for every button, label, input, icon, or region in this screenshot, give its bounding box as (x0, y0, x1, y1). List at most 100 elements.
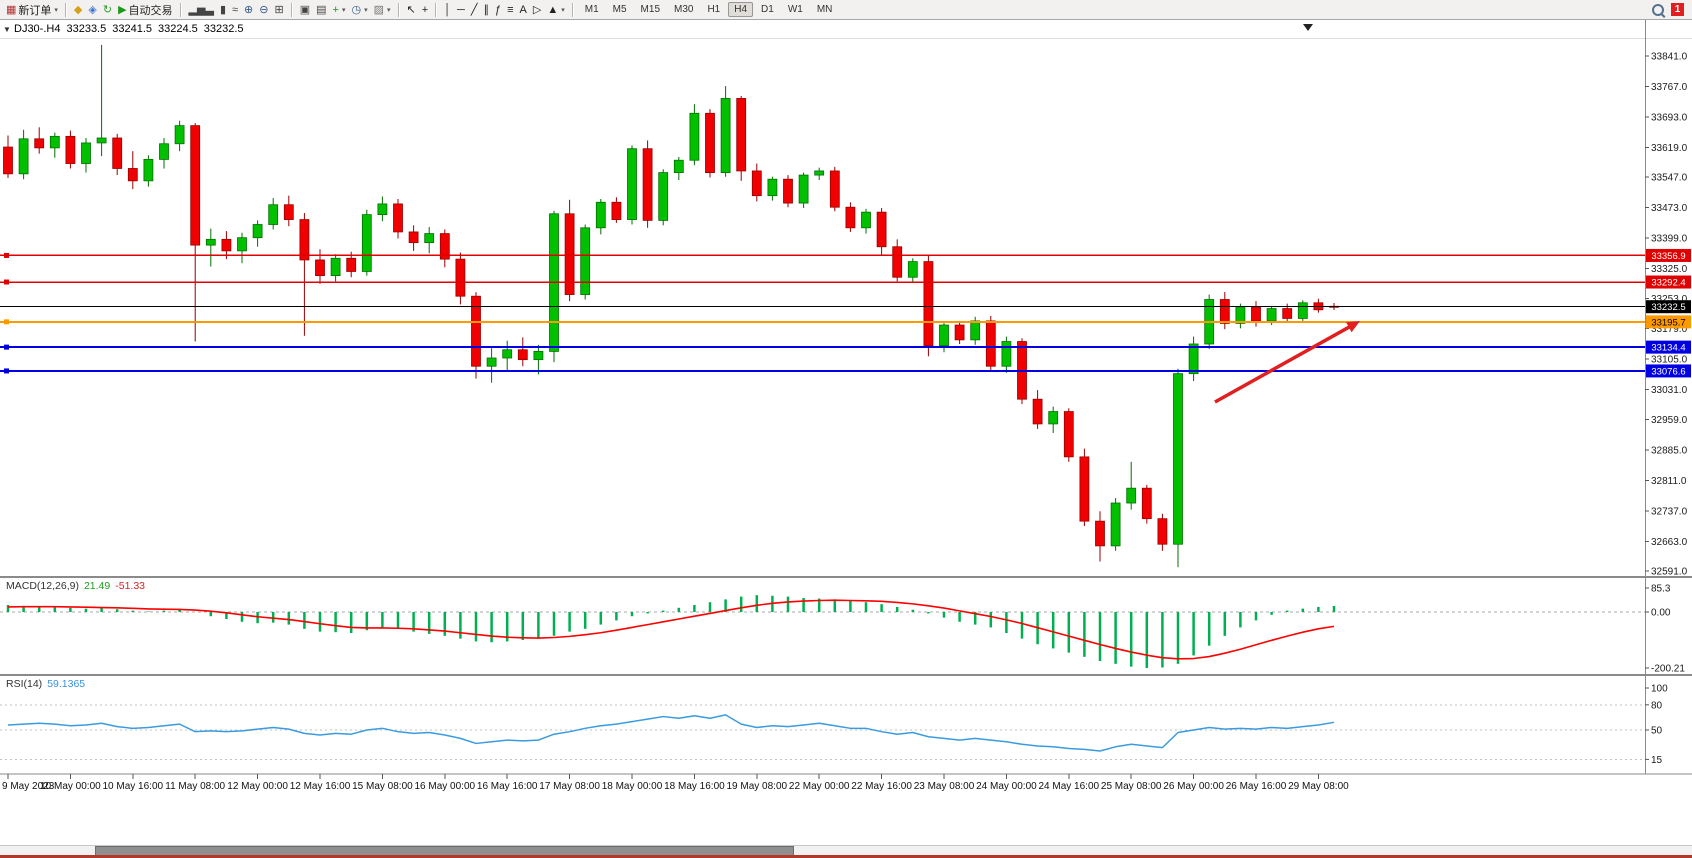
candle (1095, 511, 1105, 562)
svg-text:33356.9: 33356.9 (1651, 251, 1685, 262)
timeframe-m15-button[interactable]: M15 (640, 4, 660, 15)
horizontal-line-button[interactable]: ─ (454, 2, 468, 18)
vertical-line-button[interactable]: │ (441, 2, 454, 18)
macd-panel: 85.3 0.00 -200.21 (0, 584, 1685, 675)
line-handle[interactable] (4, 368, 9, 374)
toolbar: ▦ 新订单 ▾ ◆ ◈ ↻ ▶ 自动交易 ▂▅▃ ▮ ≈ ⊕ ⊖ ⊞ ▣ ▤ + ▾ ◷ ▾ ▨ ▾ ↖ + │ ─ ╱ ∥ ƒ ≡ A ▷ ▲… (0, 0, 1692, 20)
indicators-icon: + (332, 3, 339, 16)
trendline-button[interactable]: ╱ (468, 2, 481, 18)
fibonacci-button[interactable]: ƒ (492, 2, 504, 18)
candle (861, 208, 871, 234)
candle (1157, 513, 1168, 551)
candle (798, 172, 809, 209)
rsi-panel: 100 80 50 15 (0, 684, 1668, 766)
timeframe-w1-button[interactable]: W1 (787, 4, 803, 15)
label-button[interactable]: ▷ (530, 2, 544, 18)
chevron-down-icon: ▾ (387, 6, 391, 14)
shapes-icon: ▲ (547, 3, 559, 16)
macd-main-value: 21.49 (83, 580, 111, 592)
bar-chart-icon: ▂▅▃ (188, 3, 214, 16)
zoom-out-button[interactable]: ⊖ (256, 2, 271, 18)
candle (658, 169, 669, 226)
arrange-windows-icon: ▣ (299, 3, 311, 16)
timeframe-h4-button[interactable]: H4 (728, 2, 754, 17)
timeframe-h1-button[interactable]: H1 (707, 4, 721, 15)
crosshair-button[interactable]: + (419, 2, 431, 18)
indicators-button[interactable]: + ▾ (330, 2, 349, 18)
search-icon[interactable] (1652, 3, 1664, 16)
macd-signal-line (7, 599, 1335, 660)
collapse-chart-icon[interactable]: ▼ (3, 25, 11, 34)
svg-text:22 May 16:00: 22 May 16:00 (851, 781, 912, 792)
cursor-icon: ↖ (406, 3, 416, 16)
scroll-to-end-icon[interactable] (1303, 24, 1313, 31)
svg-text:50: 50 (1651, 726, 1663, 737)
new-order-button[interactable]: ▦ 新订单 ▾ (3, 2, 61, 18)
candle (96, 44, 107, 157)
templates-button[interactable]: ▨ ▾ (371, 2, 394, 18)
candle (237, 232, 247, 264)
candle (876, 208, 887, 256)
line-chart-button[interactable]: ≈ (229, 2, 241, 18)
line-handle[interactable] (4, 344, 9, 350)
zoom-out-icon: ⊖ (259, 3, 269, 16)
cascade-windows-button[interactable]: ▤ (313, 2, 329, 18)
candle (533, 344, 544, 375)
candle (1063, 408, 1074, 462)
svg-text:32885.0: 32885.0 (1651, 445, 1688, 456)
channel-button[interactable]: ∥ (480, 2, 492, 18)
arrow-annotation[interactable] (1214, 321, 1360, 404)
market-watch-button[interactable]: ◈ (85, 2, 99, 18)
candle (283, 195, 294, 227)
chevron-down-icon: ▾ (561, 6, 565, 14)
text-button[interactable]: A (517, 2, 530, 18)
line-handle[interactable] (4, 252, 9, 258)
toolbar-separator (290, 2, 293, 17)
candle (330, 254, 341, 282)
candle (1297, 300, 1308, 321)
timeframe-m30-button[interactable]: M30 (674, 4, 694, 15)
svg-text:26 May 00:00: 26 May 00:00 (1163, 781, 1224, 792)
candlestick-chart-button[interactable]: ▮ (217, 2, 229, 18)
candle (486, 348, 497, 383)
svg-text:33841.0: 33841.0 (1651, 52, 1688, 63)
timeframe-m5-button[interactable]: M5 (612, 4, 627, 15)
line-handle[interactable] (4, 319, 9, 325)
svg-text:33076.6: 33076.6 (1651, 366, 1685, 377)
candle (720, 86, 731, 177)
timeframe-mn-button[interactable]: MN (816, 4, 833, 15)
price-level-badge (1646, 248, 1691, 262)
svg-text:32811.0: 32811.0 (1651, 476, 1687, 487)
candle (517, 337, 528, 367)
candle (1141, 484, 1152, 524)
line-handle[interactable] (4, 279, 9, 285)
periods-button[interactable]: ◷ ▾ (348, 2, 370, 18)
arrange-windows-button[interactable]: ▣ (297, 2, 313, 18)
tile-windows-button[interactable]: ⊞ (271, 2, 286, 18)
fibonacci-icon: ƒ (494, 3, 502, 16)
shapes-button[interactable]: ▲ ▾ (544, 2, 567, 18)
svg-text:23 May 08:00: 23 May 08:00 (914, 781, 975, 792)
svg-text:22 May 00:00: 22 May 00:00 (789, 781, 850, 792)
bar-chart-button[interactable]: ▂▅▃ (186, 2, 217, 18)
svg-text:12 May 00:00: 12 May 00:00 (227, 781, 288, 792)
notification-badge[interactable]: 1 (1671, 3, 1684, 16)
svg-text:11 May 08:00: 11 May 08:00 (165, 781, 225, 792)
chart-canvas[interactable] (0, 20, 1645, 576)
svg-text:29 May 08:00: 29 May 08:00 (1288, 781, 1349, 792)
grid-button[interactable]: ≡ (504, 2, 516, 18)
symbol-period-label: DJ30-.H4 (14, 23, 61, 35)
candle (3, 135, 13, 178)
autotrading-button[interactable]: ▶ 自动交易 (115, 2, 175, 18)
candle (159, 137, 169, 169)
candle (705, 109, 715, 178)
cursor-button[interactable]: ↖ (404, 2, 419, 18)
timeframe-d1-button[interactable]: D1 (761, 4, 774, 15)
candle (783, 175, 793, 208)
zoom-in-button[interactable]: ⊕ (241, 2, 256, 18)
timeframe-m1-button[interactable]: M1 (584, 4, 599, 15)
toolbar-separator (179, 2, 182, 17)
charts-profile-button[interactable]: ◆ (71, 2, 85, 18)
candle (767, 176, 778, 201)
refresh-button[interactable]: ↻ (100, 2, 115, 18)
